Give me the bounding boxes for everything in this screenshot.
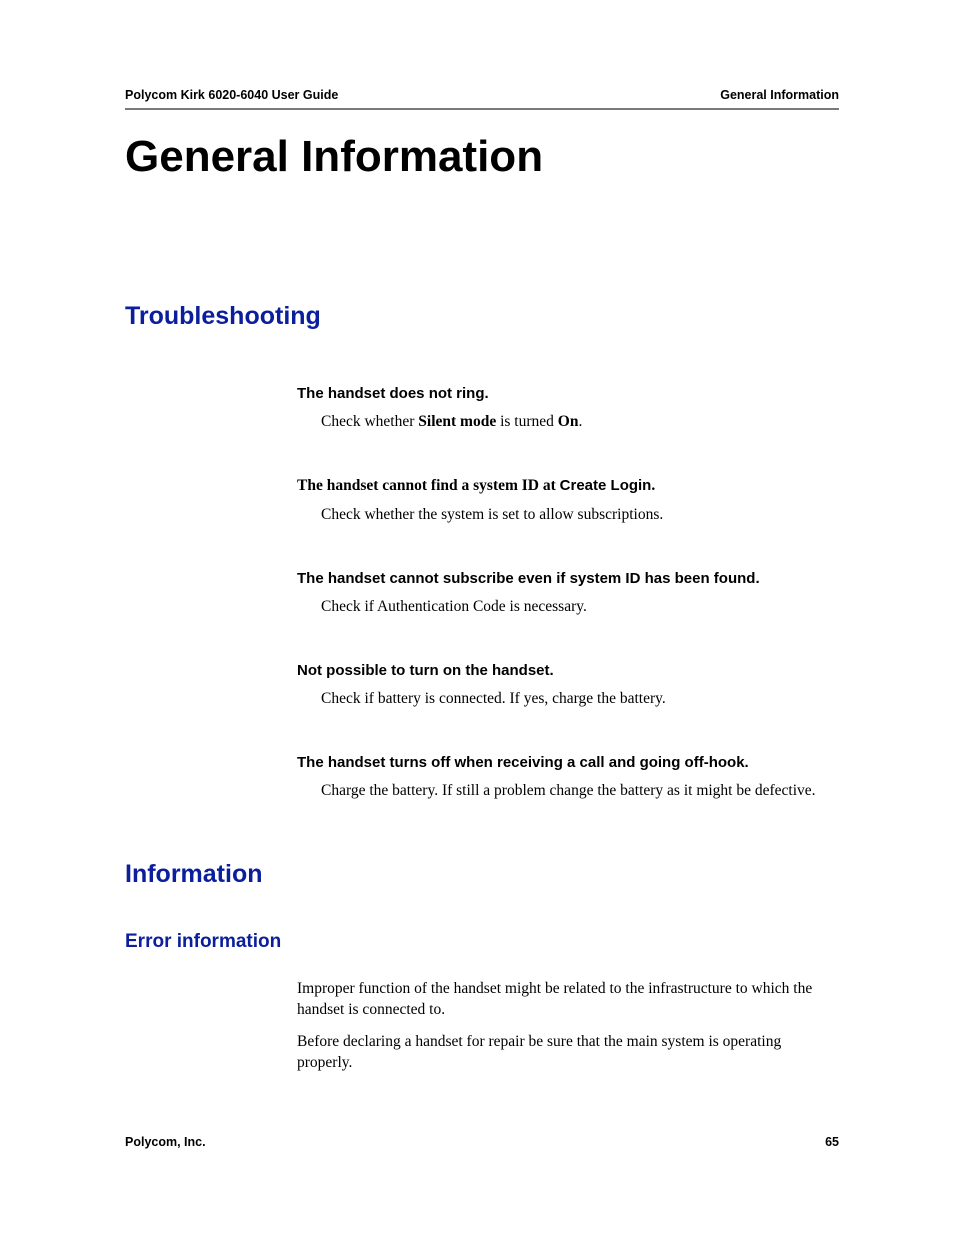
error-info-paragraphs: Improper function of the handset might b…: [297, 979, 837, 1075]
issue-body: Check whether the system is set to allow…: [321, 505, 839, 526]
issue-body-text: Check whether: [321, 413, 418, 430]
issue-body: Check whether Silent mode is turned On.: [321, 412, 839, 433]
issue-block: The handset cannot find a system ID at C…: [297, 477, 839, 526]
footer-right: 65: [825, 1135, 839, 1149]
issue-body: Charge the battery. If still a problem c…: [321, 781, 839, 802]
issue-body-text: is turned: [496, 413, 558, 430]
issue-title: The handset turns off when receiving a c…: [297, 754, 839, 771]
issue-body-text: Check if battery is connected. If yes, c…: [321, 690, 666, 707]
footer-left: Polycom, Inc.: [125, 1135, 206, 1149]
chapter-title: General Information: [125, 132, 839, 182]
issue-title: Not possible to turn on the handset.: [297, 662, 839, 679]
issue-block: The handset turns off when receiving a c…: [297, 754, 839, 802]
running-header: Polycom Kirk 6020-6040 User Guide Genera…: [125, 88, 839, 102]
issue-body-bold: Silent mode: [418, 413, 496, 430]
issue-body-bold: On: [558, 413, 579, 430]
issue-title: The handset cannot subscribe even if sys…: [297, 570, 839, 587]
info-paragraph: Improper function of the handset might b…: [297, 979, 837, 1021]
issue-title-text: The handset cannot find a system ID at: [297, 477, 560, 494]
issue-title: The handset cannot find a system ID at C…: [297, 477, 839, 495]
running-footer: Polycom, Inc. 65: [125, 1135, 839, 1149]
issue-title: The handset does not ring.: [297, 385, 839, 402]
issue-body-text: Check if Authentication Code is necessar…: [321, 598, 587, 615]
troubleshooting-issues: The handset does not ring. Check whether …: [125, 385, 839, 802]
issue-title-inline-sans: Create Login: [560, 477, 652, 494]
section-information: Information: [125, 860, 839, 889]
issue-block: The handset does not ring. Check whether …: [297, 385, 839, 433]
header-left: Polycom Kirk 6020-6040 User Guide: [125, 88, 338, 102]
issue-body-text: .: [578, 413, 582, 430]
issue-body: Check if Authentication Code is necessar…: [321, 597, 839, 618]
subsection-error-information: Error information: [125, 931, 839, 953]
issue-body-text: Check whether the system is set to allow…: [321, 506, 663, 523]
info-paragraph: Before declaring a handset for repair be…: [297, 1032, 837, 1074]
document-page: Polycom Kirk 6020-6040 User Guide Genera…: [0, 0, 954, 1235]
issue-block: Not possible to turn on the handset. Chec…: [297, 662, 839, 710]
section-troubleshooting: Troubleshooting: [125, 302, 839, 331]
header-rule: [125, 108, 839, 110]
issue-title-text: .: [651, 477, 655, 494]
header-right: General Information: [720, 88, 839, 102]
issue-block: The handset cannot subscribe even if sys…: [297, 570, 839, 618]
issue-body: Check if battery is connected. If yes, c…: [321, 689, 839, 710]
issue-body-text: Charge the battery. If still a problem c…: [321, 782, 816, 799]
